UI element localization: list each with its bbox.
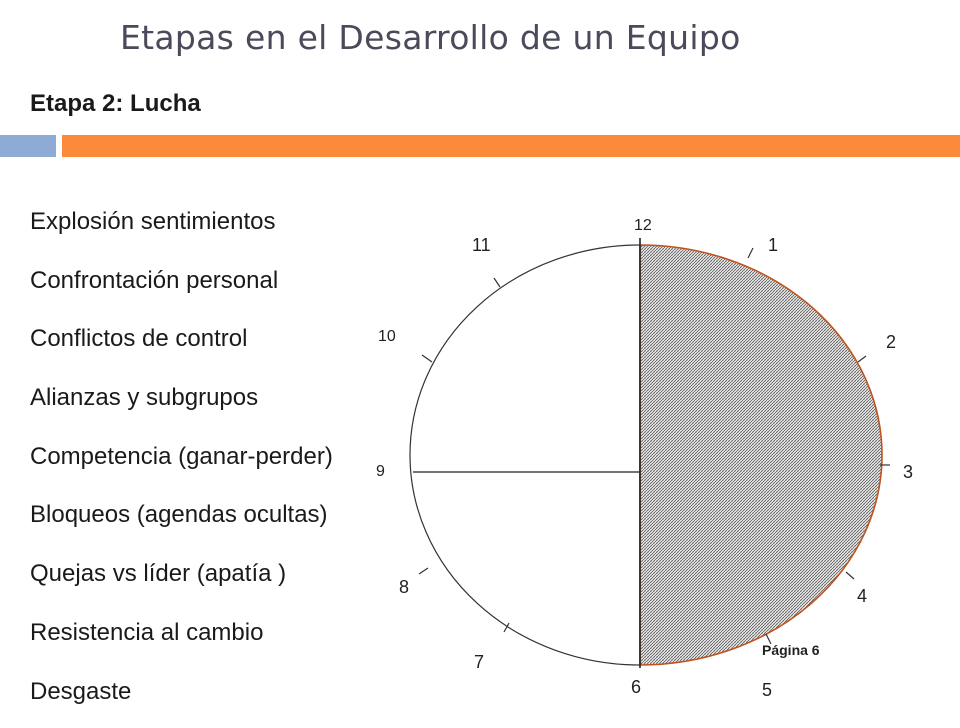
- hour-label-4: 4: [857, 586, 867, 606]
- hour-label-2: 2: [886, 332, 896, 352]
- tick-10: [422, 355, 432, 362]
- tick-11: [494, 278, 500, 287]
- hour-label-3: 3: [903, 462, 913, 482]
- hour-label-10: 10: [378, 328, 396, 345]
- tick-8: [419, 568, 428, 574]
- tick-2: [858, 356, 866, 362]
- hour-label-5: 5: [762, 680, 772, 700]
- hour-label-11: 11: [472, 235, 491, 255]
- tick-4: [846, 572, 854, 579]
- hour-label-9: 9: [376, 463, 385, 480]
- hour-label-12: 12: [634, 217, 652, 234]
- clock-shaded-half: [640, 245, 882, 665]
- hour-label-8: 8: [399, 577, 409, 597]
- hour-label-6: 6: [631, 677, 641, 697]
- clock-left-half: [410, 245, 640, 665]
- page-number-label: Página 6: [762, 642, 820, 658]
- hour-label-1: 1: [768, 235, 778, 255]
- tick-1: [748, 248, 753, 258]
- hour-label-7: 7: [474, 652, 484, 672]
